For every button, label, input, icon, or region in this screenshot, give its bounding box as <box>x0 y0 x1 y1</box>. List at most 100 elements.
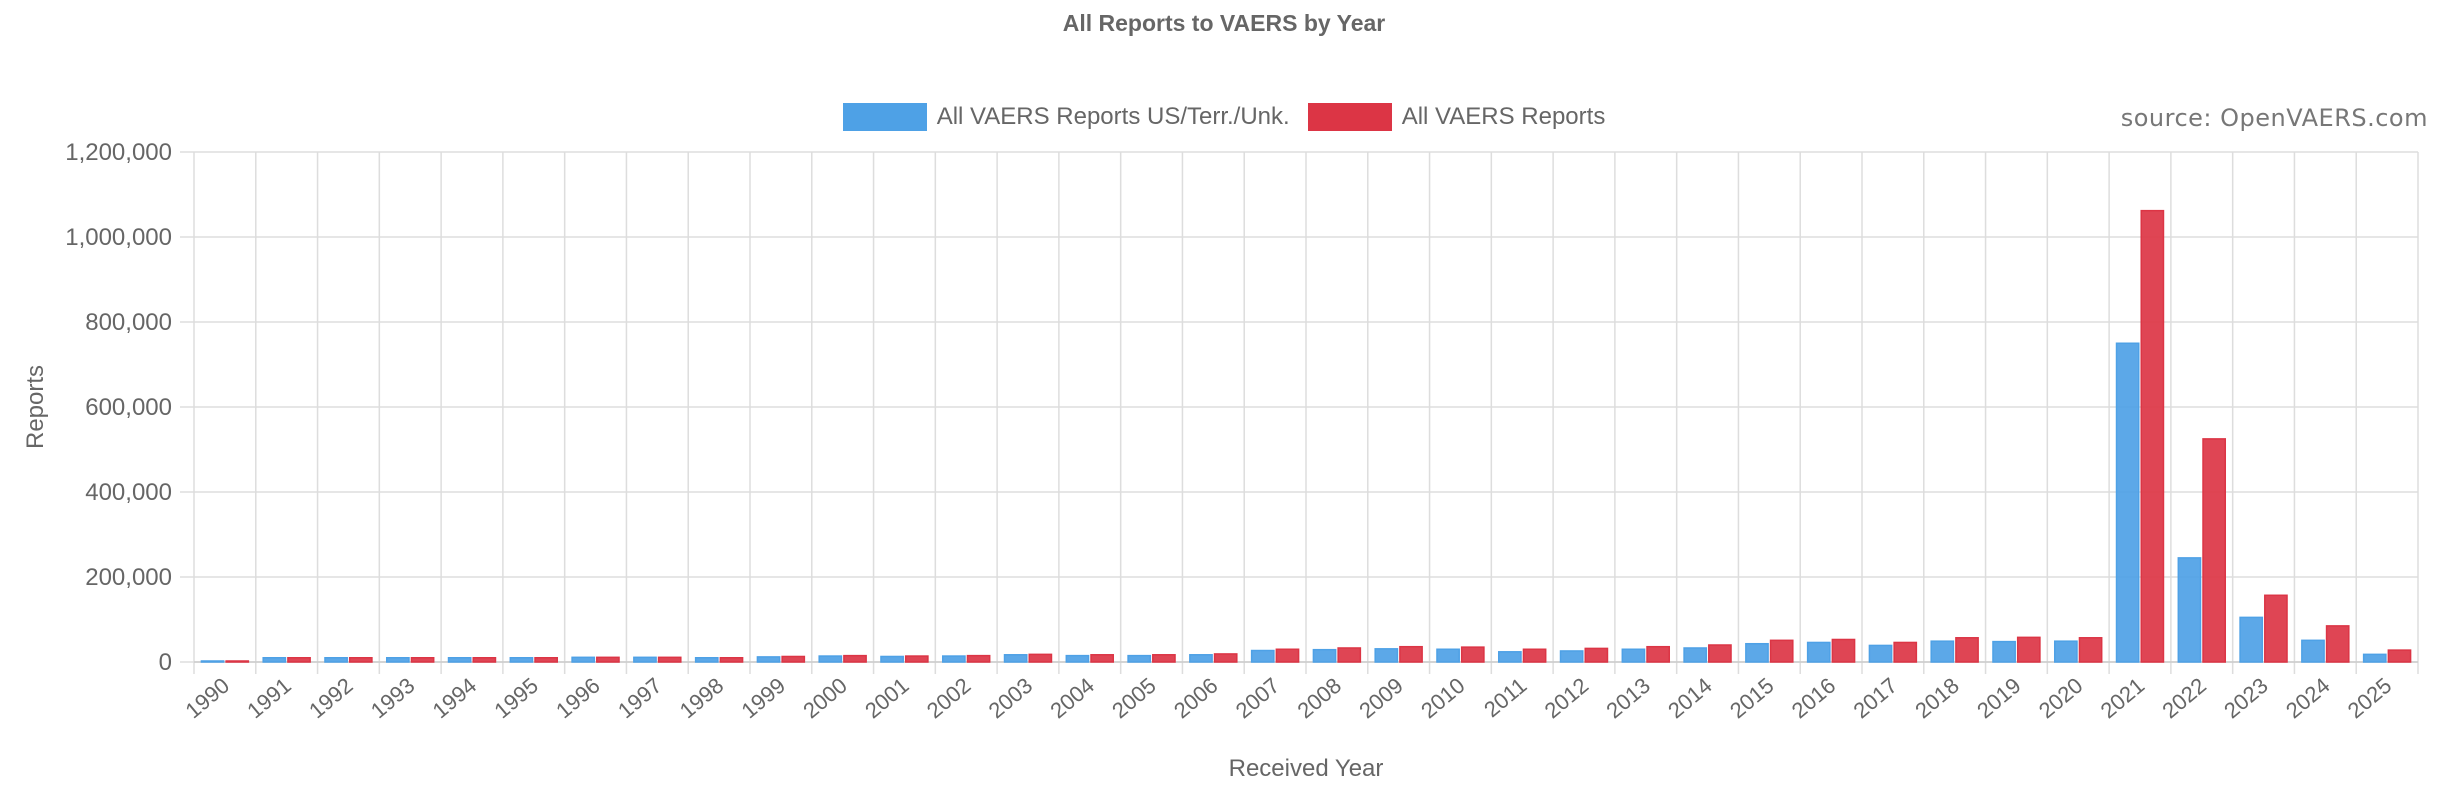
source-note: source: OpenVAERS.com <box>2120 104 2428 132</box>
x-tick-label: 1993 <box>366 673 420 724</box>
bar-all-2025 <box>2387 649 2412 663</box>
bar-all-2024 <box>2325 625 2350 663</box>
bar-us-2007 <box>1250 649 1275 663</box>
x-tick-label: 2012 <box>1540 673 1594 724</box>
bar-us-1990 <box>200 660 225 663</box>
x-tick-label: 1992 <box>304 673 358 724</box>
bar-all-2014 <box>1708 644 1732 663</box>
legend-item-us[interactable]: All VAERS Reports US/Terr./Unk. <box>842 103 1290 131</box>
bar-all-2008 <box>1337 647 1362 663</box>
y-tick-label: 800,000 <box>85 309 172 336</box>
x-tick-label: 1990 <box>181 673 235 724</box>
bar-us-2014 <box>1683 647 1708 663</box>
x-tick-label: 2007 <box>1231 673 1285 724</box>
bar-all-2013 <box>1646 645 1671 663</box>
bar-all-1996 <box>596 656 620 663</box>
bar-all-1993 <box>410 657 435 663</box>
x-tick-label: 1999 <box>737 673 791 724</box>
legend-label-us: All VAERS Reports US/Terr./Unk. <box>936 103 1290 130</box>
bar-us-2002 <box>941 655 966 663</box>
x-tick-label: 2006 <box>1169 673 1223 724</box>
bar-all-1997 <box>657 656 682 663</box>
bar-us-1994 <box>447 657 472 663</box>
bar-all-2002 <box>966 654 991 663</box>
chart-title: All Reports to VAERS by Year <box>1062 10 1386 36</box>
x-tick-label: 2016 <box>1787 673 1841 724</box>
bar-all-2020 <box>2078 637 2103 663</box>
bar-all-2004 <box>1090 654 1115 663</box>
bar-all-2016 <box>1831 638 1856 663</box>
x-tick-label: 2010 <box>1416 673 1470 724</box>
bar-all-2009 <box>1399 645 1423 663</box>
bar-all-1991 <box>287 657 311 663</box>
bar-us-2023 <box>2239 616 2264 663</box>
bar-all-2011 <box>1522 648 1547 663</box>
legend: All VAERS Reports US/Terr./Unk. All VAER… <box>0 103 2448 131</box>
x-tick-label: 2021 <box>2096 673 2150 724</box>
x-tick-label: 2002 <box>922 673 976 724</box>
bar-all-2000 <box>843 654 867 663</box>
bars-layer <box>200 209 2412 663</box>
bar-us-2004 <box>1065 654 1090 663</box>
legend-item-all[interactable]: All VAERS Reports <box>1307 103 1606 131</box>
x-tick-label: 2004 <box>1045 673 1099 724</box>
bar-all-1999 <box>781 655 806 663</box>
x-tick-label: 2022 <box>2157 673 2211 724</box>
x-tick-label: 1998 <box>675 673 729 724</box>
bar-us-2006 <box>1189 654 1213 663</box>
y-tick-label: 0 <box>159 649 172 676</box>
bar-us-2017 <box>1868 644 1893 663</box>
bar-us-2021 <box>2115 342 2140 663</box>
bar-us-2020 <box>2053 640 2078 663</box>
bar-us-1997 <box>633 656 657 663</box>
x-tick-label: 2024 <box>2281 673 2335 724</box>
x-tick-label: 2011 <box>1479 673 1531 723</box>
legend-label-all: All VAERS Reports <box>1401 103 1606 130</box>
bar-all-1994 <box>472 657 497 663</box>
bar-all-2007 <box>1275 648 1300 663</box>
bar-all-2022 <box>2202 438 2227 663</box>
grid-layer <box>180 151 2419 674</box>
x-tick-label: 2017 <box>1849 673 1903 724</box>
bar-us-2013 <box>1621 648 1646 663</box>
bar-us-2022 <box>2177 557 2202 663</box>
x-tick-label: 2023 <box>2219 673 2273 724</box>
x-tick-label: 2008 <box>1293 673 1347 724</box>
bar-us-2001 <box>880 655 904 663</box>
bar-all-2023 <box>2264 594 2288 663</box>
bar-us-2008 <box>1312 648 1337 663</box>
y-tick-label: 1,200,000 <box>65 139 172 166</box>
bar-all-2006 <box>1213 653 1238 663</box>
bar-us-1999 <box>756 656 781 663</box>
bar-all-2017 <box>1893 641 1918 663</box>
x-tick-label: 2013 <box>1601 673 1655 724</box>
legend-swatch-us <box>842 103 927 131</box>
bar-all-2021 <box>2140 209 2165 663</box>
x-tick-label: 1995 <box>489 673 543 724</box>
legend-swatch-all <box>1307 103 1392 131</box>
x-tick-label: 2025 <box>2343 673 2397 724</box>
x-tick-label: 1994 <box>428 673 482 724</box>
bar-all-1998 <box>719 657 744 663</box>
x-tick-label: 1991 <box>242 673 296 724</box>
bar-all-1990 <box>225 660 250 663</box>
x-tick-label: 2005 <box>1107 673 1161 724</box>
bar-us-2025 <box>2362 653 2387 663</box>
bar-all-2005 <box>1152 654 1176 663</box>
bar-all-1992 <box>348 657 373 663</box>
x-tick-label: 1997 <box>613 673 667 724</box>
bar-all-2015 <box>1769 639 1794 663</box>
y-tick-label: 600,000 <box>85 394 172 421</box>
bar-us-1991 <box>262 657 287 663</box>
x-tick-label: 2001 <box>860 673 914 724</box>
bar-all-2003 <box>1028 653 1053 663</box>
bar-all-2010 <box>1460 646 1485 663</box>
bar-us-2015 <box>1745 642 1769 663</box>
bar-us-2003 <box>1003 654 1028 663</box>
bar-all-1995 <box>534 657 559 663</box>
bar-us-2018 <box>1930 640 1955 663</box>
x-axis-title: Received Year <box>1229 755 1384 782</box>
x-tick-label: 2009 <box>1354 673 1408 724</box>
bar-all-2018 <box>1955 637 1979 663</box>
